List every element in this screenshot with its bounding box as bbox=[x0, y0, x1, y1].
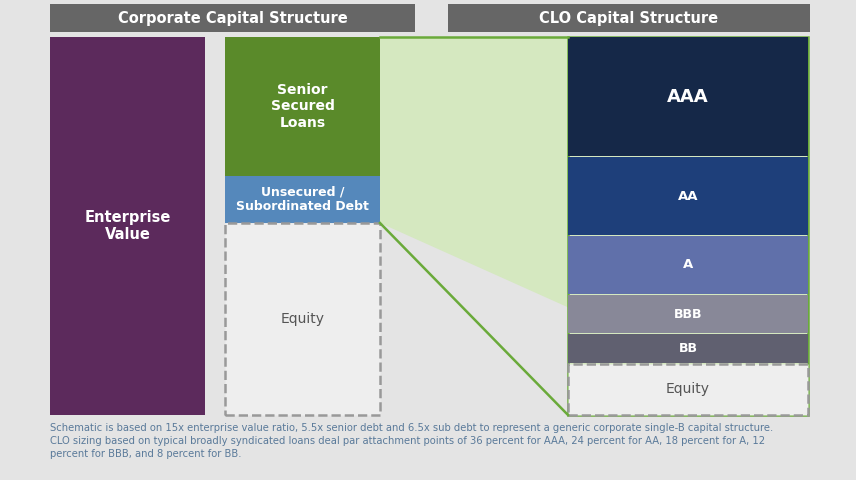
Text: BBB: BBB bbox=[674, 308, 702, 321]
Text: Senior
Secured
Loans: Senior Secured Loans bbox=[270, 84, 335, 130]
Bar bbox=[225, 37, 380, 176]
Bar bbox=[568, 157, 808, 235]
Text: Unsecured /
Subordinated Debt: Unsecured / Subordinated Debt bbox=[236, 185, 369, 214]
Text: AA: AA bbox=[678, 190, 698, 203]
Bar bbox=[225, 176, 380, 223]
Bar bbox=[225, 223, 380, 415]
Text: Equity: Equity bbox=[281, 312, 324, 326]
Bar bbox=[568, 334, 808, 363]
Bar bbox=[568, 37, 808, 415]
Bar bbox=[50, 4, 415, 32]
Text: Schematic is based on 15x enterprise value ratio, 5.5x senior debt and 6.5x sub : Schematic is based on 15x enterprise val… bbox=[50, 423, 773, 433]
Text: Equity: Equity bbox=[666, 383, 710, 396]
Text: Enterprise
Value: Enterprise Value bbox=[84, 210, 170, 242]
Bar bbox=[50, 37, 205, 415]
Text: CLO Capital Structure: CLO Capital Structure bbox=[539, 11, 718, 25]
Text: Corporate Capital Structure: Corporate Capital Structure bbox=[117, 11, 348, 25]
Bar bbox=[568, 37, 808, 156]
Bar bbox=[448, 4, 810, 32]
Text: A: A bbox=[683, 259, 693, 272]
Bar bbox=[568, 364, 808, 415]
Text: percent for BBB, and 8 percent for BB.: percent for BBB, and 8 percent for BB. bbox=[50, 449, 241, 459]
Text: BB: BB bbox=[679, 342, 698, 355]
Text: AAA: AAA bbox=[667, 87, 709, 106]
Text: CLO sizing based on typical broadly syndicated loans deal par attachment points : CLO sizing based on typical broadly synd… bbox=[50, 436, 765, 446]
Bar bbox=[568, 295, 808, 333]
Bar bbox=[568, 236, 808, 294]
Polygon shape bbox=[380, 37, 808, 415]
